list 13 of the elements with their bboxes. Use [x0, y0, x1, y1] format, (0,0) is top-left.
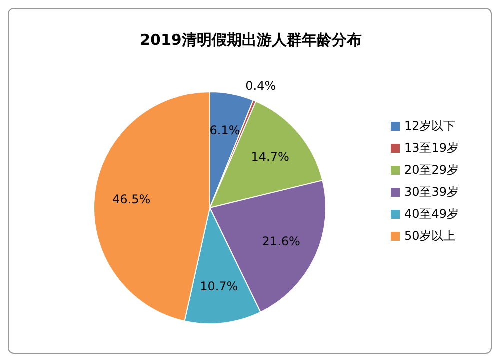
legend-label: 12岁以下: [404, 119, 456, 133]
data-label: 0.4%: [246, 79, 276, 94]
data-label: 46.5%: [112, 192, 151, 206]
legend-label: 40至49岁: [404, 207, 459, 221]
data-label: 6.1%: [210, 124, 240, 138]
data-label: 14.7%: [251, 150, 290, 164]
data-label: 10.7%: [200, 279, 238, 294]
legend-label: 20至29岁: [404, 163, 459, 177]
chart-title: 2019清明假期出游人群年龄分布: [139, 31, 363, 50]
legend-label: 30至39岁: [404, 185, 459, 199]
data-label: 21.6%: [262, 234, 300, 249]
legend-label: 50岁以上: [404, 229, 456, 243]
legend-label: 13至19岁: [404, 141, 459, 155]
